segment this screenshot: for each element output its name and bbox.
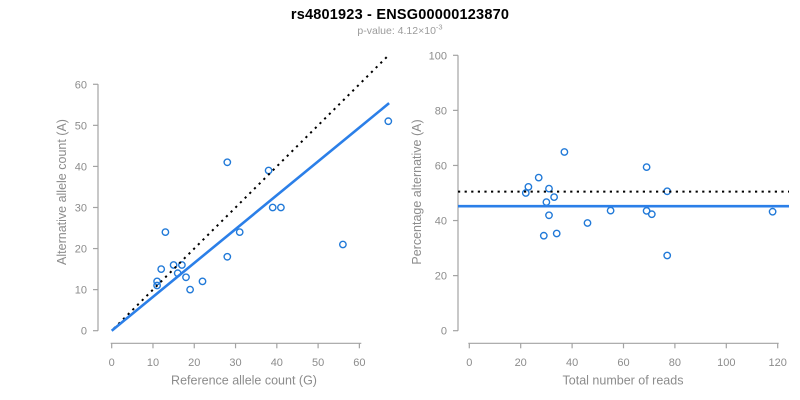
y-tick-label: 20 [75, 244, 87, 256]
data-point [182, 273, 190, 282]
data-point [384, 117, 393, 126]
p-value-subtitle: p-value: 4.12×10-3 [0, 22, 800, 37]
data-point [161, 228, 170, 237]
data-point [268, 203, 277, 212]
identity-line [113, 53, 391, 330]
left-scatter-plot: 0 10 20 30 40 50 60 0 10 20 30 40 50 60 Reference alle… [55, 53, 393, 388]
data-point [276, 203, 285, 212]
x-tick-label: 60 [617, 357, 629, 369]
x-tick-label: 80 [669, 357, 681, 369]
x-axis-title: Reference allele count (G) [171, 374, 317, 388]
y-tick-label: 100 [429, 50, 447, 62]
x-tick-label: 60 [353, 357, 365, 369]
data-point [768, 207, 777, 216]
data-point [235, 228, 244, 237]
x-tick-label: 0 [466, 357, 472, 369]
data-point [545, 184, 553, 193]
x-tick-label: 30 [229, 357, 241, 369]
data-point [177, 261, 186, 269]
data-point [552, 229, 561, 238]
data-point [169, 261, 178, 269]
data-point [647, 210, 656, 219]
y-tick-label: 20 [435, 271, 447, 283]
y-axis-title: Percentage alternative (A) [410, 119, 424, 264]
data-point [550, 193, 558, 202]
x-tick-label: 10 [147, 357, 159, 369]
regression-line [110, 102, 390, 332]
data-point [534, 173, 543, 182]
y-tick-label: 50 [75, 120, 87, 132]
y-axis-title: Alternative allele count (A) [55, 119, 69, 265]
data-point [545, 211, 553, 220]
y-tick-label: 80 [435, 105, 447, 117]
data-point [223, 252, 232, 261]
y-tick-label: 10 [75, 285, 87, 297]
data-point [542, 198, 551, 207]
x-tick-label: 40 [566, 357, 578, 369]
x-tick-label: 50 [312, 357, 324, 369]
data-point [338, 240, 347, 249]
y-tick-label: 60 [75, 79, 87, 91]
x-tick-label: 20 [188, 357, 200, 369]
data-point [606, 206, 615, 215]
x-tick-label: 40 [271, 357, 283, 369]
p-value-exponent: -3 [435, 22, 443, 32]
y-tick-label: 0 [441, 326, 447, 338]
x-tick-label: 120 [769, 357, 787, 369]
x-tick-label: 0 [109, 357, 115, 369]
data-point [663, 251, 672, 260]
data-point [198, 277, 207, 286]
data-point [153, 281, 162, 290]
data-point [521, 189, 530, 197]
y-tick-label: 30 [75, 202, 87, 214]
data-point [186, 285, 195, 294]
data-point [539, 231, 548, 240]
data-point [223, 158, 232, 167]
p-value-text: p-value: 4.12×10 [357, 25, 436, 37]
x-axis-title: Total number of reads [563, 374, 684, 388]
y-tick-label: 60 [435, 160, 447, 172]
data-point [264, 166, 273, 175]
y-tick-label: 40 [435, 216, 447, 228]
y-tick-label: 40 [75, 161, 87, 173]
data-point [157, 265, 166, 273]
figure-title: rs4801923 - ENSG00000123870 [290, 7, 510, 23]
y-tick-label: 0 [81, 326, 87, 338]
right-scatter-plot: 0 20 40 60 80 100 0 20 40 60 80 100 120 Total number … [410, 50, 789, 388]
data-point [560, 148, 569, 156]
data-point [583, 219, 592, 227]
x-tick-label: 20 [515, 357, 527, 369]
data-point [642, 163, 651, 172]
x-tick-label: 100 [717, 357, 735, 369]
